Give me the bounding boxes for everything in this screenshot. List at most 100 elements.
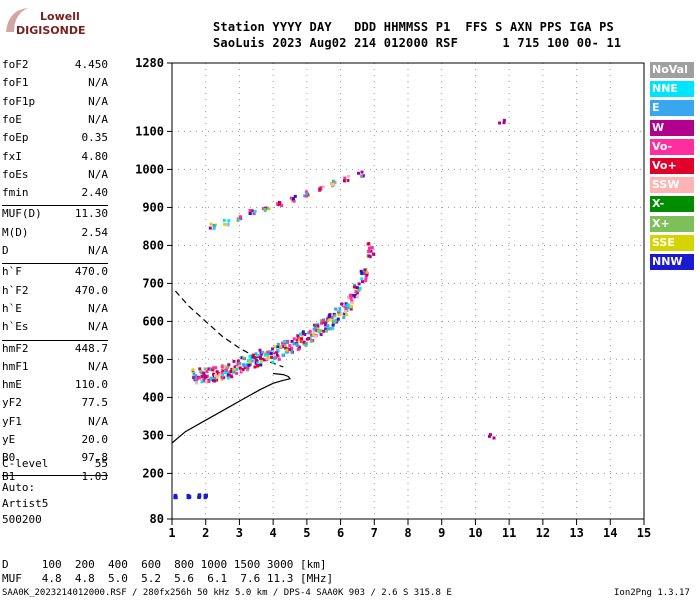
param-name: foF1 <box>2 76 29 90</box>
echo-point <box>253 210 257 213</box>
echo-point <box>305 192 309 196</box>
echo-point <box>253 356 257 360</box>
echo-point <box>502 118 506 122</box>
echo-point <box>290 343 294 347</box>
echo-point <box>265 353 269 357</box>
echo-point <box>367 250 371 253</box>
auto-code: 500200 <box>2 513 42 526</box>
echo-point <box>304 341 308 345</box>
echo-point <box>292 197 295 201</box>
param-name: h`F <box>2 265 22 279</box>
echo-point <box>238 361 242 365</box>
echo-point <box>242 363 246 367</box>
echo-point <box>284 346 288 350</box>
legend-item-sse: SSE <box>650 234 694 251</box>
echo-point <box>346 306 350 310</box>
echo-point <box>360 271 364 275</box>
echo-point <box>218 373 222 377</box>
echo-point <box>209 222 213 226</box>
param-name: B1 <box>2 469 16 483</box>
echo-point <box>242 356 246 360</box>
echo-point <box>300 337 303 341</box>
param-name: foF2 <box>2 58 29 71</box>
echo-point <box>364 276 368 280</box>
echo-point <box>252 212 256 215</box>
param-value: N/A <box>88 244 108 257</box>
header-row-2: SaoLuis 2023 Aug02 214 012000 RSF 1 715 … <box>213 36 622 50</box>
electron-density-profile-dashed <box>174 290 284 368</box>
legend-item-nnw: NNW <box>650 254 694 270</box>
echo-point <box>331 327 335 330</box>
echo-point <box>208 226 212 230</box>
param-name: B0 <box>2 451 16 465</box>
echo-point <box>256 353 259 357</box>
echo-point <box>222 366 226 370</box>
echo-point <box>325 329 328 333</box>
param-row-yf2: yF2 77.5 <box>2 396 108 414</box>
param-value: N/A <box>88 94 108 108</box>
echo-point <box>273 356 277 360</box>
echo-point <box>364 279 368 283</box>
param-value: 0.35 <box>81 131 109 145</box>
echo-point <box>318 187 322 191</box>
param-name: foE <box>2 112 22 126</box>
x-tick-label: 7 <box>371 526 378 540</box>
echo-point <box>351 293 355 297</box>
echo-point <box>308 329 312 333</box>
echo-point <box>211 368 215 372</box>
echo-point <box>314 334 317 338</box>
y-tick-label: 900 <box>142 200 164 214</box>
echo-point <box>250 359 254 363</box>
param-name: yE <box>2 433 16 446</box>
echo-point <box>225 374 229 378</box>
y-tick-label: 300 <box>142 428 164 442</box>
logo-swoosh-icon <box>6 8 28 32</box>
echo-point <box>280 204 284 208</box>
echo-point <box>324 327 328 331</box>
echo-point <box>230 367 234 371</box>
echo-point <box>204 375 208 379</box>
echo-point <box>256 364 260 368</box>
y-tick-label: 1000 <box>135 162 164 176</box>
echo-point <box>331 323 335 327</box>
echo-point <box>285 348 289 352</box>
x-tick-label: 9 <box>438 526 445 540</box>
echo-point <box>273 345 277 349</box>
param-name: D <box>2 244 9 257</box>
echo-point <box>330 316 334 319</box>
echo-point <box>270 355 274 359</box>
echo-point <box>256 360 260 364</box>
echo-point <box>222 376 226 380</box>
echo-point <box>349 294 352 298</box>
echo-point <box>301 330 305 334</box>
param-value: 4.450 <box>74 58 108 71</box>
legend-item-ssw: SSW <box>650 177 694 194</box>
echo-point <box>367 254 371 258</box>
echo-point <box>236 365 239 369</box>
echo-point <box>245 366 249 370</box>
echo-point <box>293 194 297 198</box>
param-row-foe: foE N/A <box>2 113 108 131</box>
param-value: N/A <box>88 320 108 334</box>
echo-point <box>202 371 206 375</box>
echo-point <box>326 324 330 328</box>
echo-point <box>358 287 362 290</box>
echo-point <box>322 319 325 323</box>
echo-point <box>303 194 307 198</box>
echo-point <box>361 280 364 284</box>
echo-point <box>227 219 231 223</box>
echo-point <box>273 353 276 357</box>
param-row-b1: B1 1.03 <box>2 470 108 488</box>
echo-point <box>342 179 346 183</box>
echo-point <box>307 331 311 335</box>
echo-point <box>249 357 253 361</box>
echo-point <box>349 296 353 300</box>
echo-point <box>247 363 251 367</box>
echo-point <box>322 329 325 333</box>
echo-point <box>316 322 320 326</box>
echo-point <box>205 370 209 373</box>
clevel-row: C-level 55 <box>2 457 108 475</box>
echo-point <box>357 171 360 175</box>
echo-point <box>276 348 280 352</box>
echo-point <box>336 317 340 321</box>
